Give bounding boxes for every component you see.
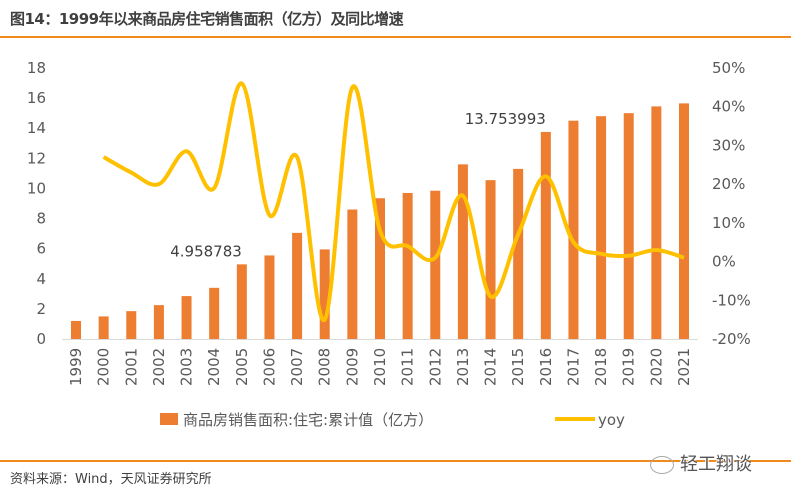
title-divider [0,36,791,38]
left-axis-tick: 10 [27,179,46,197]
wechat-icon [650,456,674,474]
left-axis-tick: 2 [36,300,46,318]
x-axis-tick: 2021 [675,348,693,386]
left-axis-tick: 14 [27,119,46,137]
x-axis-tick: 2019 [620,348,638,386]
bar [513,168,524,339]
x-axis-tick: 2002 [150,348,168,386]
x-axis-tick: 2000 [95,348,113,386]
x-axis-tick: 2013 [454,348,472,386]
right-axis-tick: 30% [712,136,745,154]
x-axis-tick: 1999 [67,348,85,386]
x-axis-tick: 2017 [564,348,582,386]
left-axis-tick: 16 [27,89,46,107]
left-axis-tick: 8 [36,210,46,228]
right-axis-tick: 50% [712,59,745,77]
bar [651,106,662,340]
bar [292,232,303,339]
x-axis-tick: 2011 [399,348,417,386]
bar [347,209,358,339]
bar [402,192,413,339]
watermark: 轻工翔谈 [650,450,752,476]
x-axis-tick: 2014 [482,348,500,386]
data-label: 4.958783 [170,242,242,260]
x-axis-tick: 2012 [426,348,444,386]
x-axis-tick: 2008 [316,348,334,386]
bar [126,311,137,339]
bar [181,296,192,339]
left-axis-tick: 6 [36,240,46,258]
bar [623,113,634,340]
right-axis-tick: 20% [712,175,745,193]
watermark-text: 轻工翔谈 [680,454,752,475]
legend-line-label: yoy [598,411,625,429]
bar [236,264,247,339]
left-axis-tick: 4 [36,270,46,288]
legend-bar-swatch [160,413,178,425]
right-axis-tick: 10% [712,214,745,232]
right-axis-tick: -10% [712,291,751,309]
x-axis-tick: 2010 [371,348,389,386]
x-axis-tick: 2004 [205,348,223,386]
bar [71,320,81,339]
bar [568,120,579,339]
right-axis-tick: -20% [712,330,751,348]
bar [540,131,551,339]
bar [430,190,441,339]
right-axis-tick: 0% [712,253,736,271]
source-note: 资料来源：Wind，天风证券研究所 [10,472,212,487]
left-axis-tick: 0 [36,330,46,348]
bar [679,103,689,339]
x-axis-tick: 2003 [178,348,196,386]
data-label: 13.753993 [465,110,546,128]
bar [457,164,468,339]
chart-title: 图14：1999年以来商品房住宅销售面积（亿方）及同比增速 [10,10,404,28]
bar [375,198,385,339]
bar [153,305,164,339]
footer-divider [0,460,791,462]
x-axis-tick: 2020 [647,348,665,386]
x-axis-tick: 2016 [537,348,555,386]
x-axis-tick: 2006 [260,348,278,386]
x-axis-tick: 2007 [288,348,306,386]
legend-bar-label: 商品房销售面积:住宅:累计值（亿方） [183,411,433,429]
x-axis-tick: 2018 [592,348,610,386]
bar [98,316,109,339]
x-axis-tick: 2005 [233,348,251,386]
left-axis-tick: 18 [27,59,46,77]
bar [596,116,607,339]
x-axis-tick: 2015 [509,348,527,386]
x-axis-tick: 2001 [122,348,140,386]
right-axis-tick: 40% [712,98,745,116]
bar [209,287,220,339]
x-axis-tick: 2009 [343,348,361,386]
bar [319,249,330,339]
left-axis-tick: 12 [27,149,46,167]
bar [485,180,496,339]
bar [264,255,275,339]
